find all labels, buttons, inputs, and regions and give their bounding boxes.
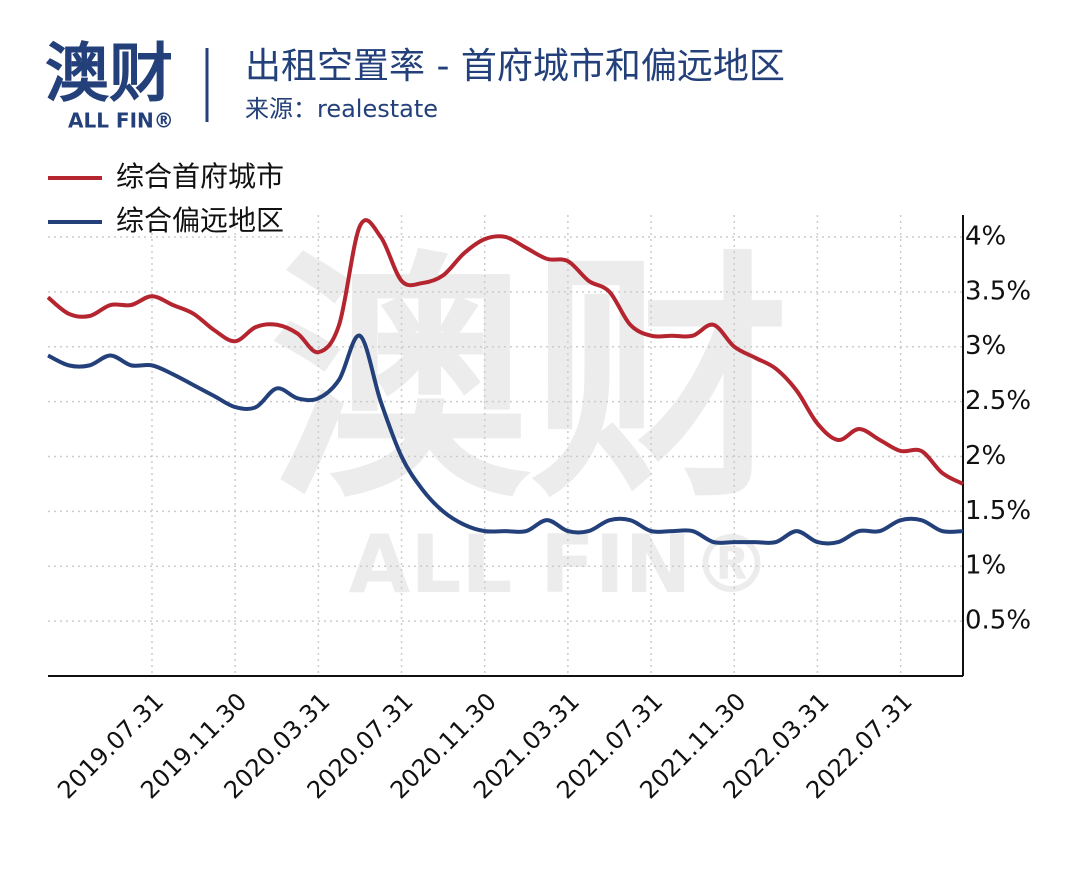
- y-tick-label: 3%: [965, 331, 1006, 361]
- watermark-text: 澳财: [270, 231, 790, 533]
- watermark-sub: ALL FIN®: [348, 518, 771, 611]
- chart-subtitle: 来源：realestate: [245, 95, 438, 123]
- chart-title: 出租空置率 - 首府城市和偏远地区: [245, 46, 785, 87]
- y-tick-label: 1.5%: [965, 496, 1031, 526]
- y-tick-label: 0.5%: [965, 606, 1031, 636]
- legend-label: 综合偏远地区: [116, 204, 284, 237]
- y-tick-label: 4%: [965, 221, 1006, 251]
- legend-label: 综合首府城市: [116, 160, 284, 193]
- line: [46, 218, 964, 486]
- y-tick-label: 3.5%: [965, 276, 1031, 306]
- y-tick-label: 2%: [965, 441, 1006, 471]
- line: [47, 333, 964, 546]
- y-tick-label: 1%: [965, 551, 1006, 581]
- logo: 澳财: [45, 38, 173, 112]
- y-tick-label: 2.5%: [965, 386, 1031, 416]
- logo-sub: ALL FIN®: [68, 109, 174, 133]
- watermark: 澳财 ALL FIN®: [270, 231, 790, 611]
